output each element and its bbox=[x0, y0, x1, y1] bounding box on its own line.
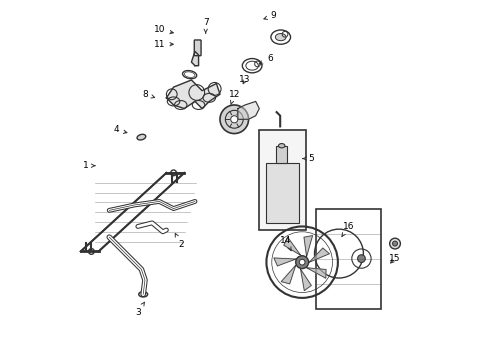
Circle shape bbox=[392, 241, 397, 246]
Text: 15: 15 bbox=[389, 254, 401, 263]
Polygon shape bbox=[284, 238, 300, 255]
Polygon shape bbox=[192, 51, 198, 66]
Polygon shape bbox=[307, 268, 326, 278]
Text: 6: 6 bbox=[259, 54, 273, 64]
Text: 2: 2 bbox=[175, 234, 184, 249]
Circle shape bbox=[390, 238, 400, 249]
Text: 4: 4 bbox=[114, 126, 127, 135]
Polygon shape bbox=[300, 269, 311, 291]
Text: 8: 8 bbox=[142, 90, 155, 99]
Polygon shape bbox=[281, 265, 296, 284]
Polygon shape bbox=[309, 248, 329, 262]
Text: 5: 5 bbox=[303, 154, 314, 163]
Circle shape bbox=[220, 105, 248, 134]
Ellipse shape bbox=[137, 134, 146, 140]
Polygon shape bbox=[238, 102, 259, 119]
Circle shape bbox=[296, 256, 309, 269]
Text: 16: 16 bbox=[342, 222, 354, 237]
Polygon shape bbox=[274, 258, 296, 266]
Text: 14: 14 bbox=[280, 236, 292, 251]
Text: 11: 11 bbox=[153, 40, 173, 49]
Bar bbox=[267, 163, 298, 223]
Text: 9: 9 bbox=[264, 11, 276, 20]
Text: 12: 12 bbox=[229, 90, 240, 104]
Ellipse shape bbox=[275, 33, 286, 41]
Text: 3: 3 bbox=[135, 302, 145, 317]
Polygon shape bbox=[304, 235, 313, 257]
Bar bbox=[317, 208, 381, 309]
Text: 1: 1 bbox=[83, 161, 95, 170]
Ellipse shape bbox=[278, 144, 285, 148]
Circle shape bbox=[231, 116, 238, 123]
Text: 7: 7 bbox=[203, 18, 209, 33]
Text: 10: 10 bbox=[153, 26, 173, 35]
Bar bbox=[276, 146, 287, 163]
FancyBboxPatch shape bbox=[194, 40, 201, 56]
Circle shape bbox=[358, 255, 366, 262]
Text: 13: 13 bbox=[239, 76, 251, 85]
Bar bbox=[259, 130, 306, 230]
Circle shape bbox=[299, 259, 305, 265]
Ellipse shape bbox=[139, 292, 147, 297]
Polygon shape bbox=[167, 80, 220, 109]
